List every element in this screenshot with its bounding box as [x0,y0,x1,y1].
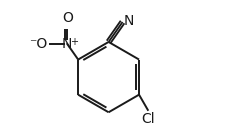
Text: ⁻O: ⁻O [29,37,47,51]
Text: Cl: Cl [141,112,155,126]
Text: +: + [70,37,78,47]
Text: N: N [62,37,72,51]
Text: N: N [123,14,134,28]
Text: O: O [62,11,72,25]
